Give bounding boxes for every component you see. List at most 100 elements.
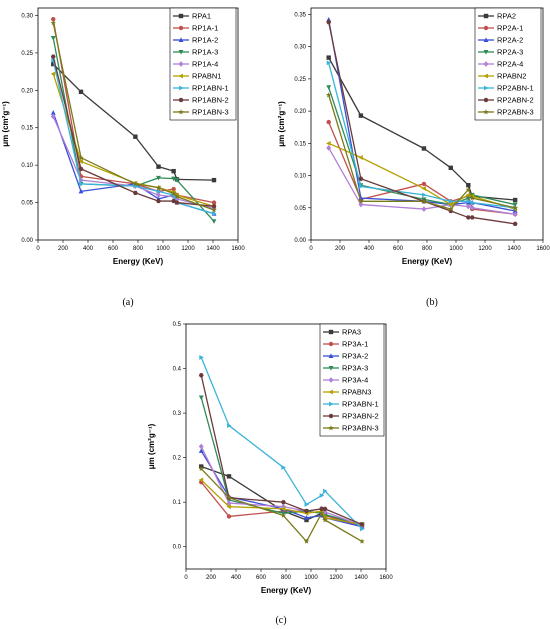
- y-tick-label: 0.0: [173, 545, 182, 551]
- data-point: [226, 514, 232, 519]
- y-axis-label: μm (cm²g⁻¹): [1, 101, 10, 147]
- x-tick-label: 600: [393, 246, 404, 252]
- legend-label: RP2A-2: [497, 36, 523, 45]
- legend-marker: [483, 13, 489, 19]
- data-point: [448, 165, 453, 171]
- data-point: [466, 183, 471, 188]
- data-point: [326, 119, 331, 125]
- data-point: [211, 207, 217, 213]
- y-tick-label: 0.1: [173, 500, 182, 506]
- data-point: [155, 184, 162, 190]
- data-point: [50, 113, 56, 120]
- legend-label: RP2A-4: [497, 60, 523, 69]
- data-point: [512, 197, 518, 203]
- legend-label: RP1ABN-1: [192, 84, 229, 93]
- data-point: [198, 448, 204, 453]
- legend-label: RP3ABN-2: [342, 412, 379, 421]
- x-tick-label: 1200: [181, 246, 195, 252]
- x-tick-label: 1600: [379, 575, 393, 581]
- data-point: [358, 155, 363, 160]
- data-point: [280, 512, 287, 518]
- data-point: [78, 158, 83, 164]
- legend-marker: [483, 61, 489, 67]
- legend-marker: [483, 109, 489, 115]
- legend-label: RP2ABN-3: [497, 108, 534, 117]
- legend-item: RP1A-2: [173, 36, 218, 45]
- x-tick-label: 600: [256, 575, 267, 581]
- legend-label: RP2A-1: [497, 24, 523, 33]
- data-point: [50, 71, 56, 77]
- series-RP2ABN-3: [325, 92, 518, 212]
- data-point: [280, 500, 286, 505]
- legend-label: RP3A-2: [342, 352, 368, 361]
- legend-label: RP3A-4: [342, 376, 368, 385]
- data-point: [358, 176, 364, 181]
- legend-marker: [329, 401, 334, 407]
- x-axis-label: Energy (KeV): [113, 257, 164, 266]
- legend-label: RP3ABN-1: [342, 400, 379, 409]
- data-point: [469, 204, 475, 211]
- legend-marker: [328, 366, 334, 371]
- y-axis-label: μm (cm²g⁻¹): [277, 101, 286, 147]
- data-point: [448, 198, 454, 204]
- chart-1: 0 200 400 600 800 1000 1200 1400 1600 0.00 0.05 0.1…: [1, 7, 245, 308]
- data-point: [304, 515, 309, 520]
- data-point: [226, 474, 232, 479]
- data-point: [358, 198, 364, 204]
- data-point: [326, 140, 331, 146]
- data-point: [226, 504, 231, 510]
- legend-item: RP3ABN-2: [323, 412, 379, 421]
- legend-item: RP2A-4: [478, 60, 523, 69]
- data-point: [465, 186, 472, 193]
- series-RP2ABN-1: [326, 60, 518, 211]
- data-point: [469, 195, 475, 201]
- legend: RPA2 RP2A-1 RP2A-2 RP2A-3 RP2A-4 RPABN2 RP2ABN…: [474, 7, 542, 121]
- data-point: [280, 503, 286, 510]
- legend-item: RP1ABN-3: [173, 108, 229, 117]
- data-point: [174, 193, 180, 199]
- data-point: [318, 510, 325, 516]
- data-point: [198, 395, 204, 401]
- y-axis-label: μm (cm²g⁻¹): [147, 423, 156, 469]
- y-tick-label: 0.00: [21, 238, 33, 244]
- y-tick-label: 0.00: [294, 238, 306, 244]
- y-tick-label: 0.25: [294, 77, 306, 83]
- data-point: [358, 113, 364, 118]
- x-tick-label: 1400: [206, 246, 220, 252]
- data-point: [465, 203, 471, 210]
- data-point: [421, 181, 427, 187]
- legend-marker: [328, 341, 334, 347]
- series-RP3ABN-1: [199, 354, 365, 532]
- chart-3: 0 200 400 600 800 1000 1200 1400 1600 0.0 0.1 0.2 0.…: [147, 322, 393, 626]
- data-point: [304, 508, 309, 514]
- data-point: [198, 477, 204, 483]
- legend-item: RPA3: [323, 328, 361, 337]
- y-tick-label: 0.10: [294, 174, 306, 180]
- data-point: [78, 188, 84, 194]
- legend-item: RP2ABN-3: [478, 108, 534, 117]
- legend-marker: [328, 329, 334, 335]
- data-point: [156, 198, 161, 204]
- data-point: [174, 200, 180, 205]
- legend-marker: [178, 37, 184, 42]
- legend-label: RP1A-3: [192, 48, 218, 57]
- legend-label: RPA2: [497, 12, 516, 21]
- data-point: [51, 17, 56, 22]
- x-tick-label: 800: [422, 246, 433, 252]
- y-tick-label: 0.05: [21, 201, 33, 207]
- x-tick-label: 800: [133, 246, 144, 252]
- data-point: [171, 168, 176, 174]
- legend-item: RP3ABN-1: [323, 400, 379, 409]
- data-point: [421, 146, 427, 151]
- figure-caption: (c): [275, 615, 286, 626]
- legend-marker: [328, 413, 334, 419]
- legend-marker: [328, 353, 334, 358]
- x-tick-label: 1600: [536, 246, 550, 252]
- data-point: [78, 154, 84, 160]
- x-axis-label: Energy (KeV): [402, 257, 453, 266]
- data-point: [319, 493, 325, 498]
- data-point: [280, 506, 286, 512]
- data-point: [51, 61, 56, 67]
- legend-item: RPABN1: [173, 72, 221, 81]
